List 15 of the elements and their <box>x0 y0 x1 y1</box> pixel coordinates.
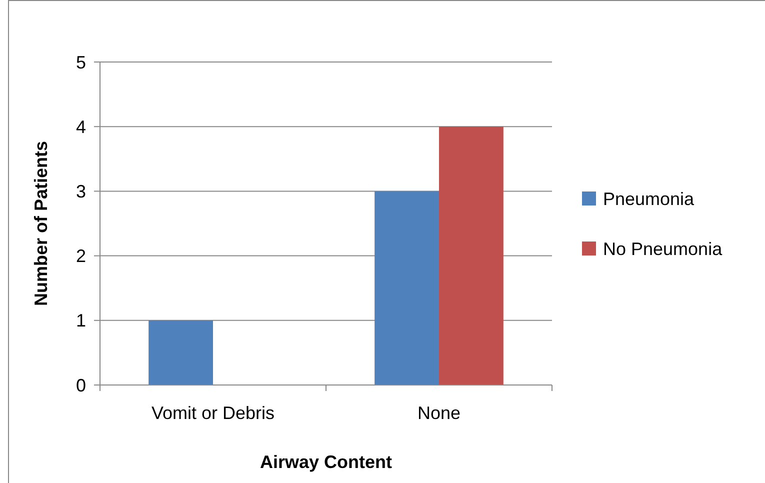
y-axis-title: Number of Patients <box>31 140 51 306</box>
bar <box>148 320 213 385</box>
y-tick-label: 1 <box>76 310 86 331</box>
bar <box>439 126 504 385</box>
y-tick-label: 2 <box>76 246 86 266</box>
y-tick-label: 3 <box>76 182 86 202</box>
y-tick-label: 4 <box>76 116 86 137</box>
bar <box>374 191 439 385</box>
y-tick-label: 5 <box>76 52 86 72</box>
legend-label: Pneumonia <box>603 188 696 209</box>
x-axis-title: Airway Content <box>260 452 392 472</box>
x-tick-label: None <box>417 403 461 423</box>
y-tick-label: 0 <box>76 375 86 396</box>
x-tick-label: Vomit or Debris <box>151 403 275 423</box>
legend-label: No Pneumonia <box>603 238 724 259</box>
